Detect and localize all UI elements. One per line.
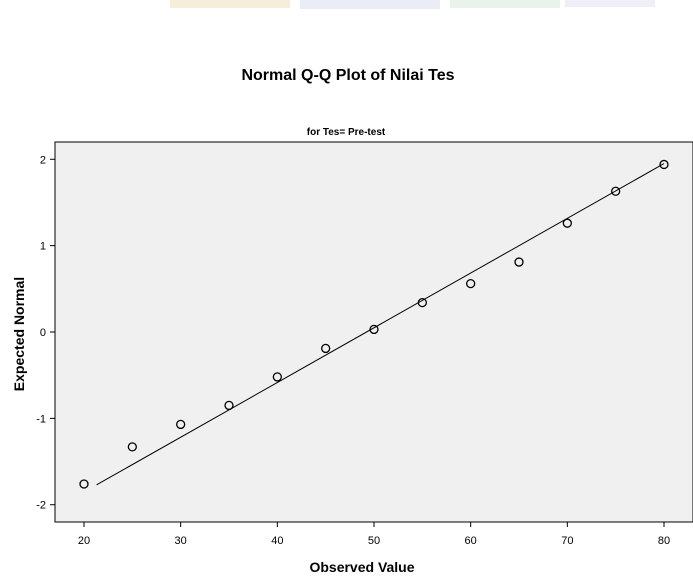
data-point [659,159,669,170]
data-point [272,372,282,382]
y-axis-label: Expected Normal [11,277,27,391]
chart-subtitle: for Tes= Pre-test [307,127,386,138]
data-points [79,159,669,489]
y-tick-label: 0 [40,327,46,339]
banner-decoration [0,0,693,18]
data-point [466,278,476,289]
x-tick-label: 20 [78,535,90,547]
y-tick-label: -1 [36,413,46,425]
data-point [562,218,572,228]
x-axis-ticks: 20 30 40 50 60 70 80 [78,522,670,547]
data-point [224,400,234,411]
data-point [417,297,427,308]
data-point [127,442,137,452]
data-point [321,343,331,354]
data-point [79,479,89,489]
x-tick-label: 50 [368,535,380,547]
x-tick-label: 70 [561,535,573,547]
data-point [176,419,186,430]
plot-area [54,141,693,523]
reference-line [96,163,665,486]
x-tick-label: 80 [658,535,670,547]
y-tick-label: 2 [40,154,46,166]
y-tick-label: 1 [40,241,46,253]
x-tick-label: 40 [271,535,283,547]
x-tick-label: 60 [465,535,477,547]
x-tick-label: 30 [175,535,187,547]
y-axis-ticks: -2 -1 0 1 2 [36,154,55,512]
top-banner-strip [0,0,693,18]
data-point [514,257,524,267]
y-tick-label: -2 [36,500,46,512]
data-point [611,186,621,196]
chart-title: Normal Q-Q Plot of Nilai Tes [241,67,454,84]
data-point [369,324,379,335]
x-axis-label: Observed Value [309,559,414,575]
